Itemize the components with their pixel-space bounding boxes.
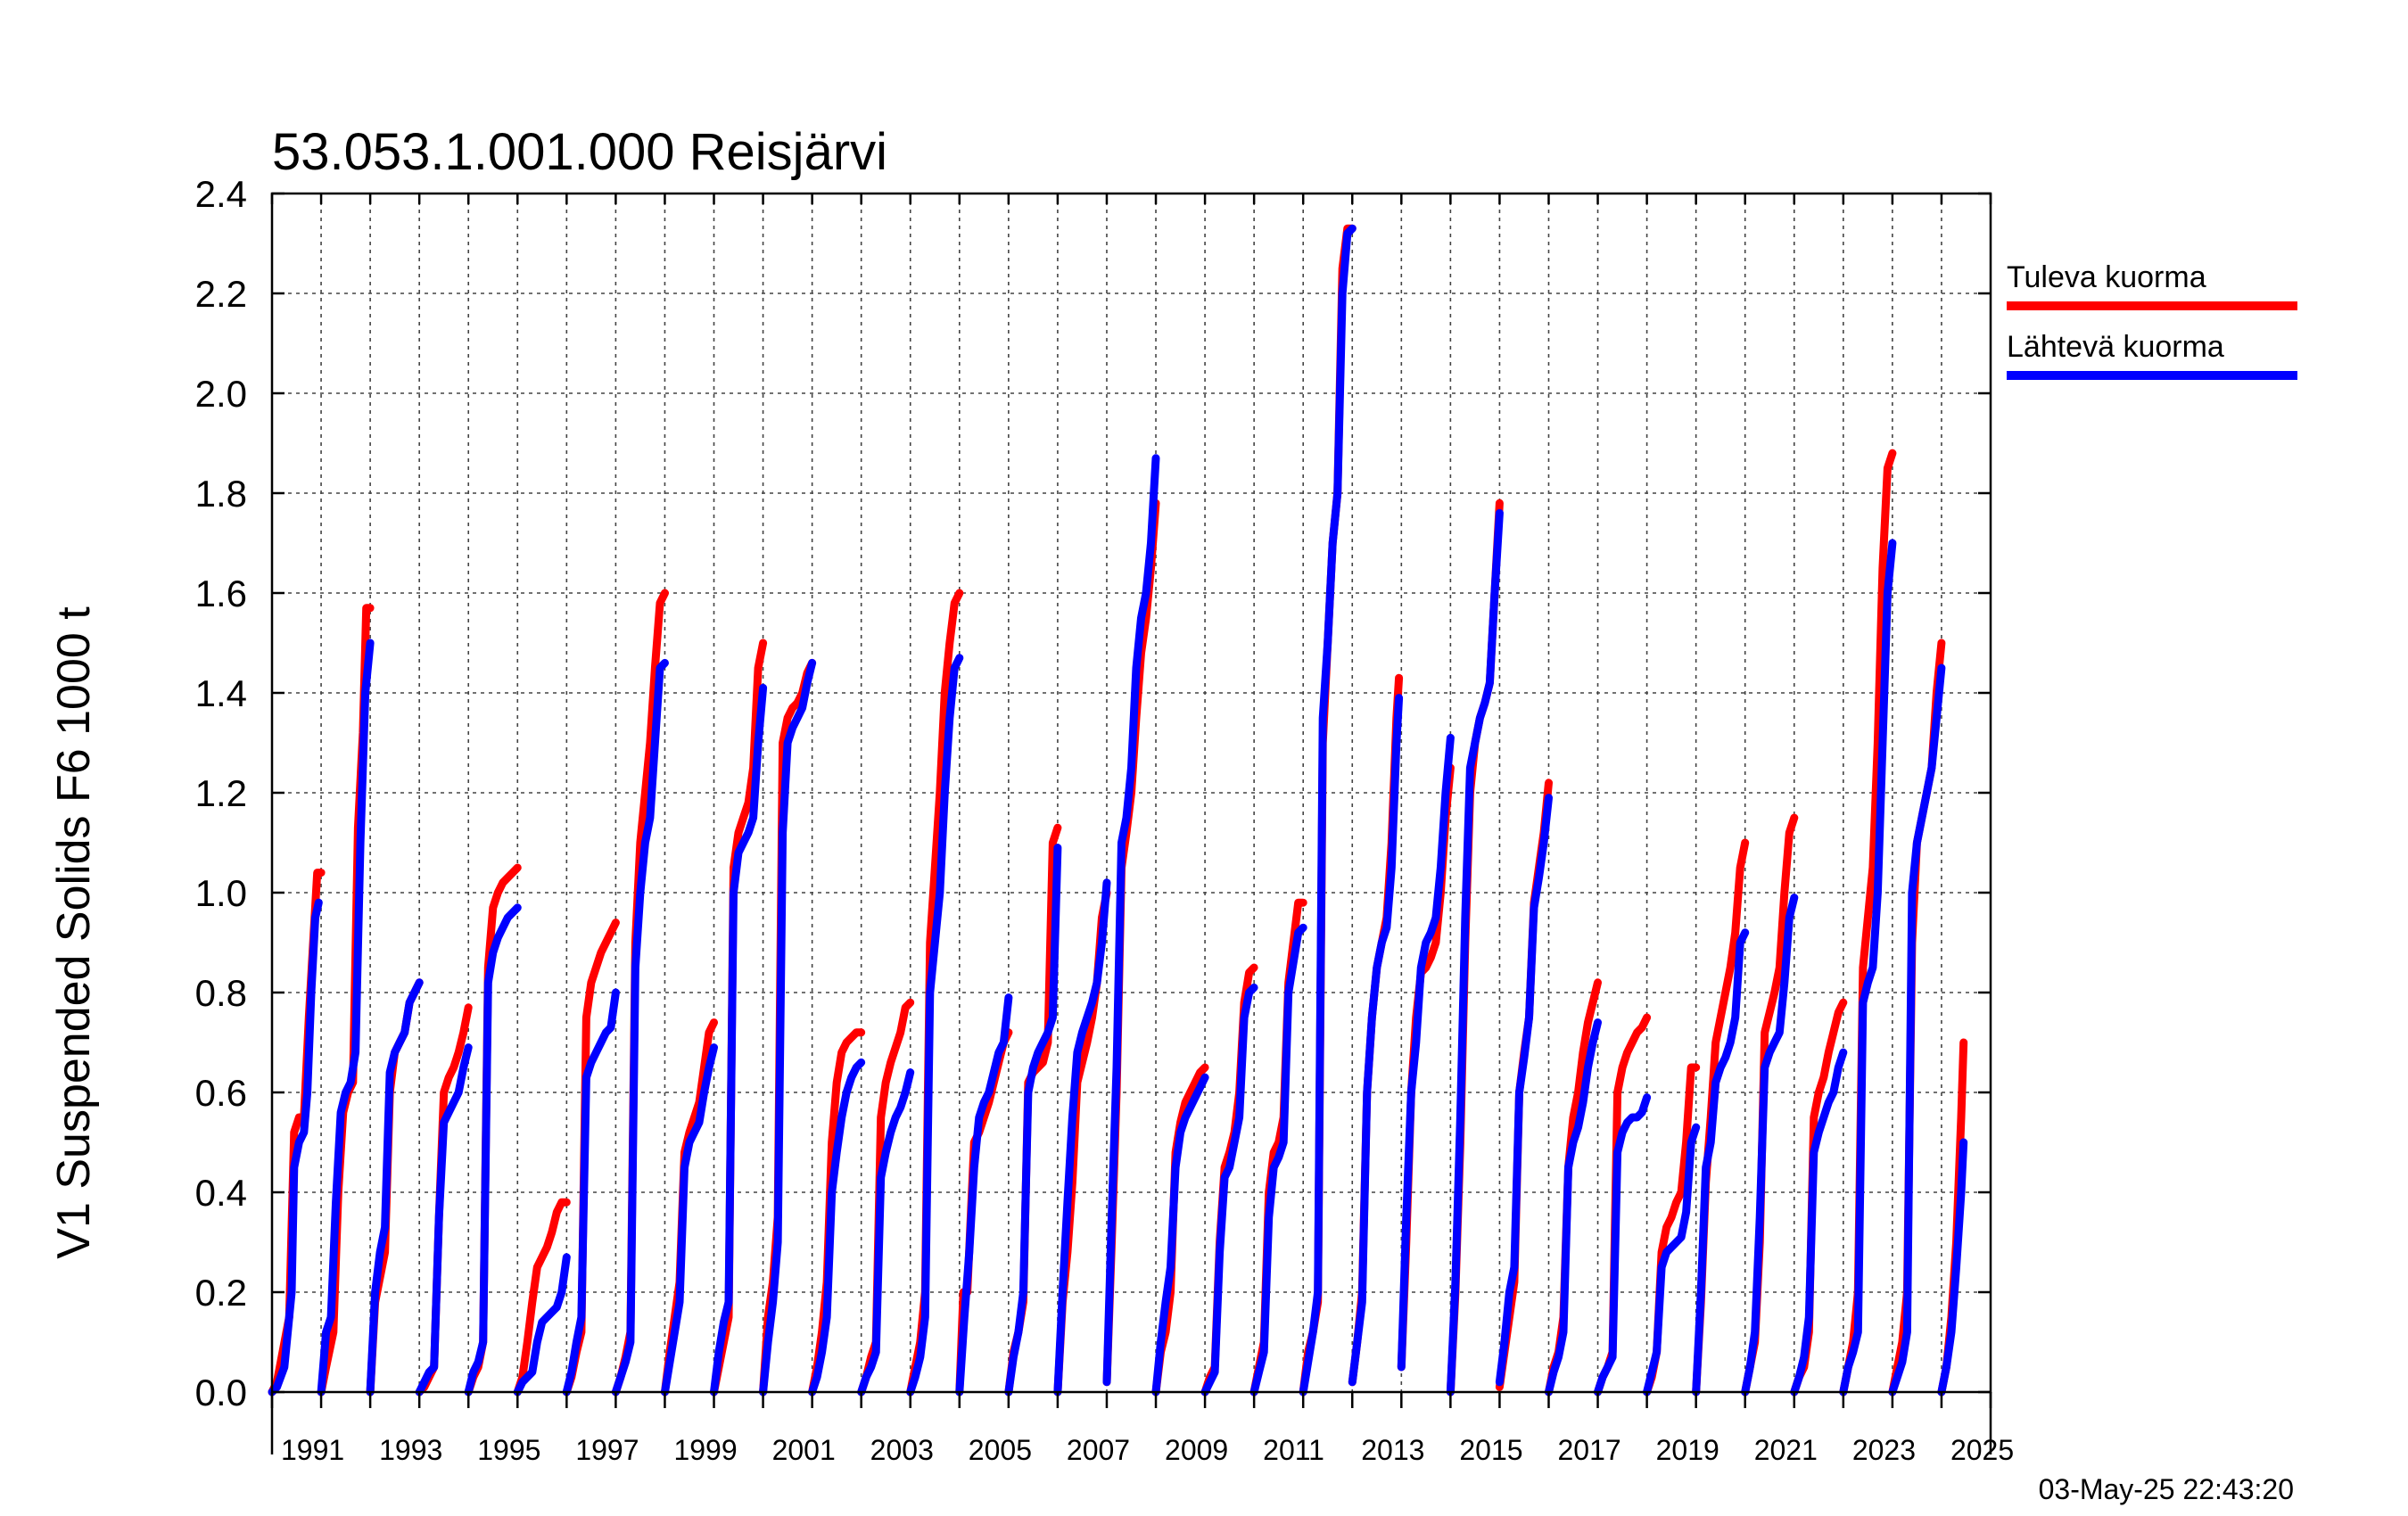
series-line-1990 <box>268 898 323 1397</box>
series-line-1999 <box>710 683 768 1397</box>
series-line-1991 <box>317 639 375 1397</box>
series-line-2014 <box>1446 508 1504 1397</box>
series-line-2001 <box>808 1028 866 1397</box>
axes <box>270 192 1992 1454</box>
x-tick-label: 2017 <box>1557 1434 1620 1466</box>
series-line-2010 <box>1249 923 1307 1397</box>
y-tick-label: 0.8 <box>195 972 247 1014</box>
series-line-1996 <box>562 919 620 1397</box>
series-line-1992 <box>366 978 424 1397</box>
series-line-2001 <box>808 1058 866 1397</box>
y-tick-label: 1.2 <box>195 772 247 814</box>
series-line-2019 <box>1692 928 1750 1397</box>
series-line-2013 <box>1397 733 1455 1372</box>
x-tick-label: 2013 <box>1361 1434 1424 1466</box>
y-tick-labels: 0.0 0.2 0.4 0.6 0.8 1.0 1.2 1.4 1.6 1.8 2.0 2.2 2.4 <box>195 173 247 1413</box>
plot-frame <box>270 192 1992 1394</box>
legend: Tuleva kuorma Lähtevä kuorma <box>2007 260 2297 380</box>
series-line-2023 <box>1888 663 1946 1397</box>
series-tuleva-kuorma <box>268 224 1968 1397</box>
x-tick-label: 2019 <box>1656 1434 1719 1466</box>
x-tick-label: 2021 <box>1754 1434 1818 1466</box>
series-line-1997 <box>611 658 669 1397</box>
y-tick-label: 0.6 <box>195 1072 247 1114</box>
series-line-2017 <box>1594 1093 1652 1397</box>
y-tick-label: 0.0 <box>195 1372 247 1413</box>
series-line-2011 <box>1299 224 1357 1397</box>
y-tick-label: 0.4 <box>195 1172 247 1214</box>
series-line-2008 <box>1151 1073 1209 1397</box>
x-tick-label: 2009 <box>1165 1434 1228 1466</box>
chart-title: 53.053.1.001.000 Reisjärvi <box>272 123 887 181</box>
series-line-2018 <box>1643 1123 1701 1397</box>
series-line-2015 <box>1495 794 1553 1387</box>
x-tick-label: 1997 <box>575 1434 639 1466</box>
x-tick-label: 2005 <box>969 1434 1032 1466</box>
legend-label-tuleva: Tuleva kuorma <box>2007 260 2206 294</box>
series-line-1995 <box>513 1198 571 1397</box>
y-tick-label: 1.6 <box>195 573 247 614</box>
series-line-2024 <box>1937 1138 1968 1397</box>
series-line-2020 <box>1741 894 1799 1397</box>
series-line-2011 <box>1299 224 1357 1397</box>
y-tick-label: 1.0 <box>195 872 247 914</box>
x-tick-labels: 1991 1993 1995 1997 1999 2001 2003 2005 2007 2009… <box>281 1434 2014 1466</box>
x-tick-label: 1991 <box>281 1434 344 1466</box>
series-line-2007 <box>1102 454 1160 1387</box>
x-tick-label: 2023 <box>1852 1434 1916 1466</box>
series-line-2002 <box>857 1068 915 1397</box>
x-tick-label: 1993 <box>379 1434 442 1466</box>
series-line-2016 <box>1545 1018 1602 1397</box>
x-tick-label: 2001 <box>772 1434 836 1466</box>
x-tick-label: 2003 <box>870 1434 934 1466</box>
x-tick-label: 2025 <box>1950 1434 2014 1466</box>
y-tick-label: 2.0 <box>195 373 247 415</box>
series-line-2021 <box>1790 1048 1848 1397</box>
y-tick-label: 1.4 <box>195 672 247 714</box>
series-line-2002 <box>857 998 915 1397</box>
legend-label-lahteva: Lähtevä kuorma <box>2007 330 2224 364</box>
y-tick-label: 1.8 <box>195 473 247 515</box>
series-line-2003 <box>906 654 964 1397</box>
series-line-2012 <box>1348 694 1404 1387</box>
series-line-2005 <box>1004 844 1062 1397</box>
x-tick-label: 1999 <box>673 1434 737 1466</box>
x-tick-label: 1995 <box>477 1434 540 1466</box>
series-line-1998 <box>661 1043 718 1397</box>
y-tick-label: 2.4 <box>195 173 247 215</box>
series-line-2000 <box>759 658 817 1397</box>
series-line-1993 <box>415 1043 473 1397</box>
y-axis-label: V1 Suspended Solids F6 1000 t <box>48 606 100 1259</box>
series-line-2021 <box>1790 998 1848 1397</box>
y-tick-label: 2.2 <box>195 273 247 315</box>
series-line-2017 <box>1594 1013 1652 1397</box>
series-line-2022 <box>1839 539 1897 1397</box>
series-line-2009 <box>1200 983 1258 1397</box>
timestamp: 03-May-25 22:43:20 <box>2039 1473 2294 1505</box>
series-line-2006 <box>1053 878 1111 1397</box>
series-line-1994 <box>464 903 522 1397</box>
series-lahteva-kuorma <box>268 224 1968 1397</box>
series-line-1996 <box>562 988 620 1397</box>
y-tick-label: 0.2 <box>195 1272 247 1314</box>
x-tick-label: 2015 <box>1459 1434 1522 1466</box>
series-line-2004 <box>955 993 1013 1397</box>
x-tick-label: 2007 <box>1067 1434 1130 1466</box>
series-line-2005 <box>1004 823 1062 1397</box>
series-line-1995 <box>513 1253 571 1397</box>
series-layer <box>268 224 1968 1397</box>
x-tick-label: 2011 <box>1263 1434 1324 1466</box>
gridlines <box>271 193 1992 1393</box>
